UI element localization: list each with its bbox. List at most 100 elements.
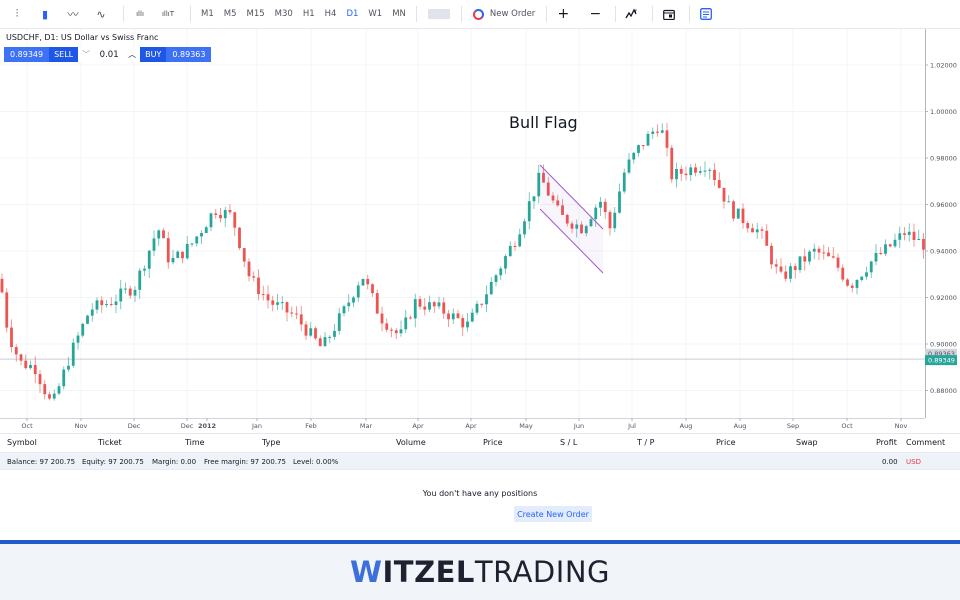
column-header-ticket[interactable]: Ticket: [98, 438, 122, 447]
candle: [290, 306, 294, 318]
column-header-profit[interactable]: Profit: [876, 438, 897, 447]
currency-label: USD: [906, 458, 921, 466]
candle: [675, 162, 678, 188]
candle: [855, 278, 859, 295]
candle: [347, 294, 351, 312]
candle: [295, 306, 298, 320]
column-header-swap[interactable]: Swap: [796, 438, 818, 447]
chart-title: USDCHF, D1: US Dollar vs Swiss Franc: [6, 33, 159, 42]
candle: [105, 299, 108, 308]
column-header-volume[interactable]: Volume: [396, 438, 426, 447]
column-header-sl[interactable]: S / L: [560, 438, 578, 447]
timeframe-w1[interactable]: W1: [368, 9, 383, 19]
column-header-tp[interactable]: T / P: [637, 438, 655, 447]
area-chart-icon[interactable]: ∿: [96, 7, 106, 21]
candle: [589, 216, 593, 228]
column-header-type[interactable]: Type: [262, 438, 281, 447]
candle: [76, 331, 80, 350]
candlestick-chart[interactable]: 1.02000 1.00000 0.98000 0.96000 0.94000 0.920…: [0, 29, 960, 432]
price-axis-label: 1.00000: [930, 108, 957, 116]
candle: [166, 231, 170, 269]
timeframe-h4[interactable]: H4: [324, 9, 337, 19]
candle: [689, 164, 693, 181]
calendar-icon[interactable]: [658, 3, 680, 25]
candle: [280, 296, 284, 311]
candlestick-icon[interactable]: ▮: [41, 7, 49, 21]
line-chart-icon[interactable]: 〰: [67, 8, 79, 21]
volume-ticks-icon[interactable]: ıllıT: [161, 10, 175, 18]
chevron-down-icon[interactable]: ﹀: [82, 50, 91, 59]
candle: [523, 218, 526, 239]
sell-button[interactable]: 0.89349 SELL: [4, 47, 79, 62]
candle: [86, 314, 89, 325]
candle: [276, 293, 279, 310]
bar-chart-icon[interactable]: ⫶: [15, 7, 19, 20]
candle: [90, 303, 94, 322]
timeframe-h1[interactable]: H1: [302, 9, 315, 19]
create-new-order-button[interactable]: Create New Order: [514, 506, 592, 522]
candle: [613, 207, 617, 233]
volume-icon[interactable]: ıllı: [136, 10, 144, 18]
witzel-trading-logo: W ITZEL TRADING: [350, 555, 610, 589]
candle: [898, 226, 902, 248]
time-axis-label: Apr: [465, 422, 477, 430]
bull-flag-channel[interactable]: [539, 164, 604, 274]
candle: [33, 356, 37, 384]
bull-flag-annotation: Bull Flag: [509, 113, 578, 132]
equity-value: Equity: 97 200.75: [82, 458, 144, 466]
trade-panel-icon[interactable]: [695, 3, 717, 25]
candle: [827, 247, 830, 257]
lot-size-value[interactable]: 0.01: [99, 49, 119, 60]
candle: [817, 245, 821, 261]
timeframe-m1[interactable]: M1: [201, 9, 214, 19]
column-header-comment[interactable]: Comment: [906, 438, 946, 447]
chevron-up-icon[interactable]: ︿: [128, 50, 137, 59]
candle: [603, 198, 607, 219]
column-header-price[interactable]: Price: [483, 438, 503, 447]
time-axis-label: Nov: [895, 422, 908, 430]
candle: [304, 320, 308, 340]
candle: [836, 253, 840, 272]
candle: [765, 224, 769, 246]
candle: [447, 309, 450, 327]
candle: [489, 276, 493, 295]
zoom-out-button[interactable]: −: [589, 6, 602, 22]
timeframe-m30[interactable]: M30: [274, 9, 293, 19]
one-click-trading-icon[interactable]: [427, 9, 450, 19]
candle: [808, 249, 811, 265]
candle: [157, 229, 161, 246]
candle: [252, 271, 256, 282]
time-axis-label: Dec: [128, 422, 141, 430]
free-margin-value: Free margin: 97 200.75: [204, 458, 286, 466]
candle: [751, 223, 754, 233]
timeframe-d1[interactable]: D1: [346, 9, 359, 19]
timeframe-m5[interactable]: M5: [223, 9, 237, 19]
candle: [195, 235, 199, 247]
candle: [846, 277, 849, 287]
zoom-in-button[interactable]: +: [557, 6, 570, 22]
candle: [119, 279, 123, 310]
candle: [323, 332, 327, 347]
candle: [703, 161, 707, 177]
timeframe-m15[interactable]: M15: [246, 9, 265, 19]
time-axis-label: Jul: [627, 422, 636, 430]
candle: [114, 294, 118, 313]
candle: [713, 163, 716, 186]
candle: [380, 306, 384, 332]
candle: [128, 285, 132, 299]
candle: [257, 269, 260, 301]
column-header-symbol[interactable]: Symbol: [7, 438, 37, 447]
lot-size-stepper[interactable]: ﹀ 0.01 ︿: [78, 47, 141, 62]
candle: [722, 187, 726, 209]
candle: [352, 295, 355, 308]
candle: [869, 260, 873, 278]
timeframe-mn[interactable]: MN: [392, 9, 406, 19]
column-header-price[interactable]: Price: [716, 438, 736, 447]
candle: [366, 274, 370, 290]
buy-button[interactable]: BUY 0.89363: [140, 47, 212, 62]
new-order-button[interactable]: New Order: [467, 3, 541, 25]
column-header-time[interactable]: Time: [185, 438, 205, 447]
candle: [266, 285, 270, 309]
chart-area[interactable]: 1.02000 1.00000 0.98000 0.96000 0.94000 0.920…: [0, 29, 960, 432]
indicators-icon[interactable]: f: [621, 3, 643, 25]
